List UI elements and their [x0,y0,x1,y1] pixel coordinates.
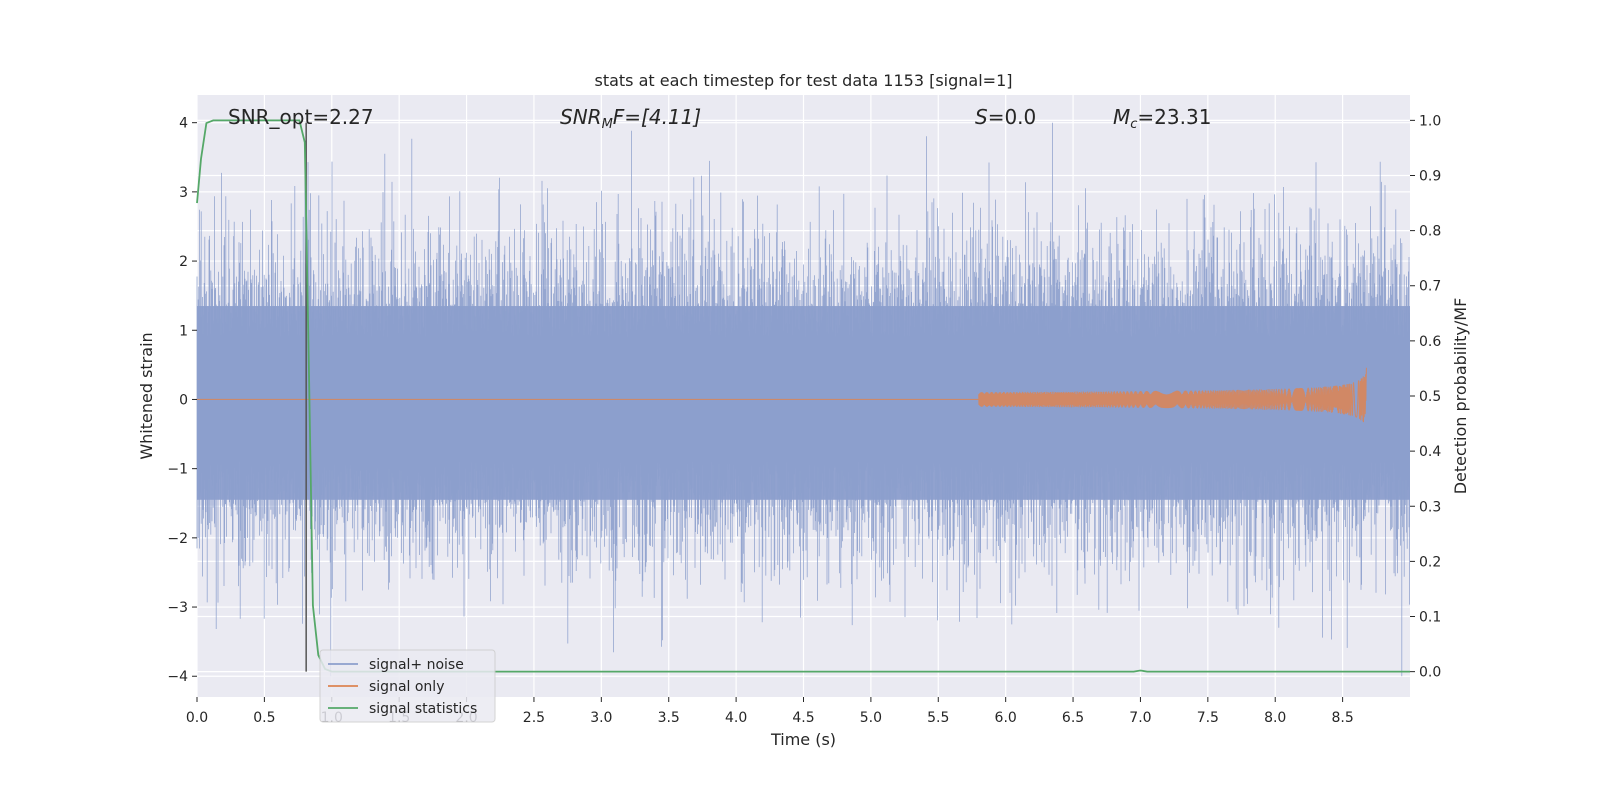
y-tick-label-right: 0.4 [1419,444,1441,460]
x-tick-label: 6.0 [995,710,1017,726]
y-tick-label-right: 0.2 [1419,554,1441,570]
x-tick-label: 7.5 [1197,710,1219,726]
y-tick-label: −3 [167,600,188,616]
y-tick-label-right: 1.0 [1419,113,1441,129]
x-tick-label: 0.5 [253,710,275,726]
x-axis-label: Time (s) [770,730,836,749]
legend-label-signal-only: signal only [369,679,444,695]
y-tick-label: −4 [167,669,188,685]
x-tick-label: 0.0 [186,710,208,726]
x-tick-label: 5.0 [860,710,882,726]
series-signal-statistics [196,119,1410,673]
y-tick-label-right: 0.0 [1419,665,1441,681]
chart-title: stats at each timestep for test data 115… [594,71,1012,90]
legend-label-signal-statistics: signal statistics [369,701,477,717]
y-tick-label-right: 0.6 [1419,334,1441,350]
x-tick-label: 4.0 [725,710,747,726]
y-tick-label-right: 0.8 [1419,224,1441,240]
y-ticks-right: 1.0 0.9 0.8 0.7 0.6 0.5 0.4 0.3 0.2 0.1 0.0 [1410,113,1441,681]
y-tick-label-right: 0.3 [1419,499,1441,515]
x-tick-label: 4.5 [792,710,814,726]
y-tick-label-right: 0.9 [1419,168,1441,184]
y-tick-label: −1 [167,462,188,478]
chirp-trace [978,367,1367,423]
x-tick-label: 5.5 [927,710,949,726]
y-tick-label: 2 [179,254,188,270]
series-signal-only [197,367,1367,423]
y-axis-label-right: Detection probability/MF [1451,298,1470,495]
y-tick-label-right: 0.5 [1419,389,1441,405]
annotation-snr-mf: SNRMF=[4.11] [560,105,701,132]
y-tick-label: −2 [167,531,188,547]
annotation-s: S=0.0 [975,105,1036,129]
x-tick-label: 3.0 [590,710,612,726]
y-tick-label: 4 [179,116,188,132]
x-tick-label: 8.0 [1264,710,1286,726]
y-tick-label-right: 0.1 [1419,610,1441,626]
x-tick-label: 7.0 [1129,710,1151,726]
legend: signal+ noise signal only signal statist… [319,649,496,723]
y-ticks: 4 3 2 1 0 −1 −2 −3 −4 [167,116,197,685]
x-tick-label: 8.5 [1331,710,1353,726]
y-tick-label: 0 [179,392,188,408]
y-tick-label: 3 [179,185,188,201]
x-tick-label: 6.5 [1062,710,1084,726]
annotation-snr-opt: SNR_opt=2.27 [228,105,374,129]
annotation-mc: Mc=23.31 [1113,105,1211,132]
legend-label-signal-noise: signal+ noise [369,657,464,673]
x-tick-label: 2.5 [523,710,545,726]
y-axis-label: Whitened strain [137,332,156,459]
y-tick-label: 1 [179,323,188,339]
x-tick-label: 3.5 [658,710,680,726]
legend-box [319,649,496,723]
y-tick-label-right: 0.7 [1419,279,1441,295]
